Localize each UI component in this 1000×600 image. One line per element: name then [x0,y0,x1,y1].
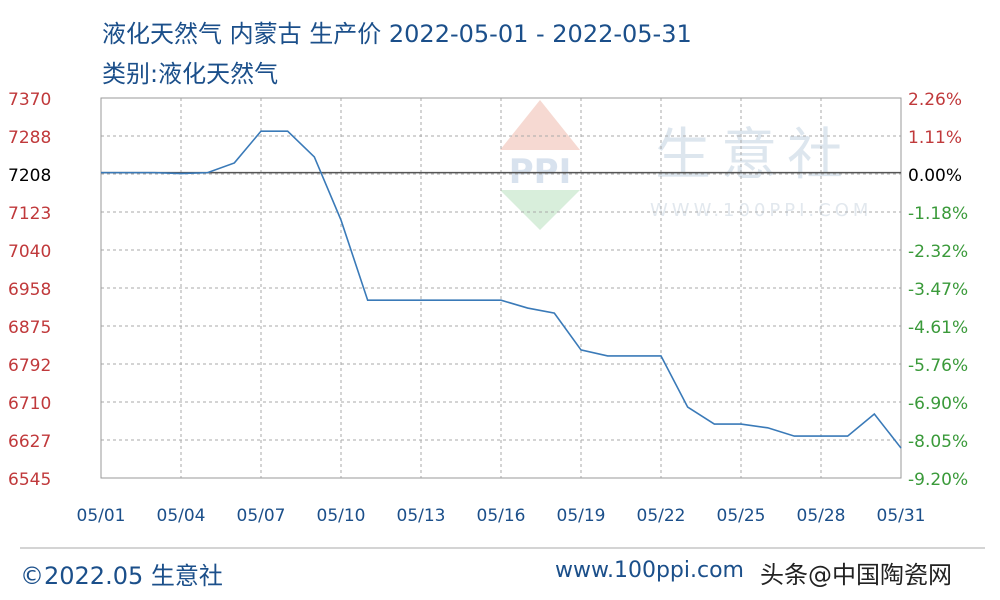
x-tick-label: 05/10 [317,506,366,526]
x-tick-label: 05/07 [237,506,286,526]
x-tick-label: 05/01 [77,506,126,526]
y-tick-label: 6545 [8,470,51,490]
footer-overlay-watermark: 头条@中国陶瓷网 [760,561,952,589]
y2-tick-label: -9.20% [908,470,968,490]
x-tick-label: 05/04 [157,506,206,526]
y2-tick-label: -2.32% [908,242,968,262]
chart-subtitle: 类别:液化天然气 [102,60,279,88]
x-tick-label: 05/13 [397,506,446,526]
y-tick-label: 7040 [8,242,51,262]
watermark-url: WWW.100PPI.COM [650,200,873,221]
y2-tick-label: 0.00% [908,166,962,186]
y2-tick-label: -1.18% [908,204,968,224]
x-tick-label: 05/25 [717,506,766,526]
x-tick-label: 05/31 [877,506,926,526]
y-tick-label: 6875 [8,318,51,338]
y-tick-label: 7370 [8,90,51,110]
watermark-logo-bottom [500,190,580,230]
y-tick-label: 6710 [8,394,51,414]
footer-copyright: ©2022.05 生意社 [20,562,223,590]
footer-site[interactable]: www.100ppi.com [555,558,744,583]
y2-tick-label: -5.76% [908,356,968,376]
y-tick-label: 7123 [8,204,51,224]
watermark-brand: 生意社 [655,123,853,188]
chart-title: 液化天然气 内蒙古 生产价 2022-05-01 - 2022-05-31 [102,20,692,48]
plot-frame [100,97,902,479]
y2-tick-label: -8.05% [908,432,968,452]
y-tick-label: 7208 [8,166,51,186]
x-tick-label: 05/28 [797,506,846,526]
x-tick-label: 05/22 [637,506,686,526]
y-tick-label: 7288 [8,128,51,148]
y-tick-label: 6792 [8,356,51,376]
y-tick-label: 6958 [8,280,51,300]
y2-tick-label: 1.11% [908,128,962,148]
x-tick-label: 05/16 [477,506,526,526]
y2-tick-label: -6.90% [908,394,968,414]
watermark-logo-top [500,100,580,150]
y2-tick-label: -3.47% [908,280,968,300]
y-tick-label: 6627 [8,432,51,452]
y2-tick-label: -4.61% [908,318,968,338]
y2-tick-label: 2.26% [908,90,962,110]
x-tick-label: 05/19 [557,506,606,526]
